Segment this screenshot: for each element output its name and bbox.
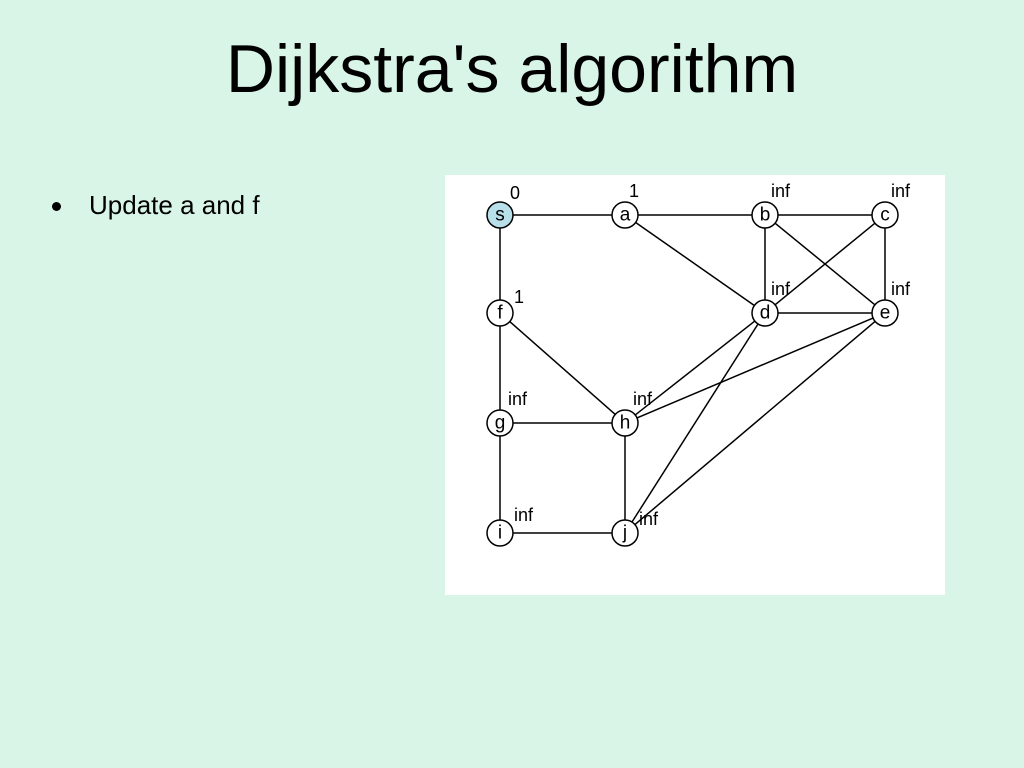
slide: Dijkstra's algorithm Update a and f s0 a 1… bbox=[0, 0, 1024, 768]
node-label-a: a bbox=[620, 205, 631, 226]
node-label-e: e bbox=[880, 303, 891, 324]
node-label-i: i bbox=[498, 523, 502, 544]
edge-a-d bbox=[636, 222, 755, 305]
edge-e-h bbox=[637, 318, 873, 418]
graph-svg: s0a1binfcinff1dinfeinfginfhinfiinfjinf bbox=[445, 175, 945, 595]
graph-panel: s0a1binfcinff1dinfeinfginfhinfiinfjinf bbox=[445, 175, 945, 595]
node-dist-f: 1 bbox=[514, 287, 524, 307]
node-label-d: d bbox=[760, 303, 771, 324]
edge-d-h bbox=[635, 321, 755, 415]
edge-d-j bbox=[632, 324, 758, 522]
node-label-s: s bbox=[495, 205, 505, 226]
bullet-dot-icon bbox=[52, 202, 61, 211]
bullet-item: Update a and f bbox=[52, 190, 260, 221]
node-dist-i: inf bbox=[514, 505, 534, 525]
node-dist-a: 1 bbox=[629, 181, 639, 201]
nodes-group: s0a1binfcinff1dinfeinfginfhinfiinfjinf bbox=[487, 181, 911, 546]
node-label-f: f bbox=[497, 303, 503, 324]
node-label-c: c bbox=[880, 205, 890, 226]
edges-group bbox=[500, 215, 885, 533]
node-dist-d: inf bbox=[771, 279, 791, 299]
node-label-j: j bbox=[622, 523, 627, 544]
node-dist-e: inf bbox=[891, 279, 911, 299]
edge-e-j bbox=[635, 321, 875, 524]
page-title: Dijkstra's algorithm bbox=[0, 30, 1024, 108]
node-label-h: h bbox=[620, 413, 631, 434]
node-label-g: g bbox=[495, 413, 506, 434]
node-dist-j: inf bbox=[639, 509, 659, 529]
node-dist-s: 0 bbox=[510, 183, 520, 203]
node-dist-c: inf bbox=[891, 181, 911, 201]
node-dist-h: inf bbox=[633, 389, 653, 409]
bullet-text: Update a and f bbox=[89, 190, 260, 221]
node-dist-g: inf bbox=[508, 389, 528, 409]
node-label-b: b bbox=[760, 205, 771, 226]
node-dist-b: inf bbox=[771, 181, 791, 201]
